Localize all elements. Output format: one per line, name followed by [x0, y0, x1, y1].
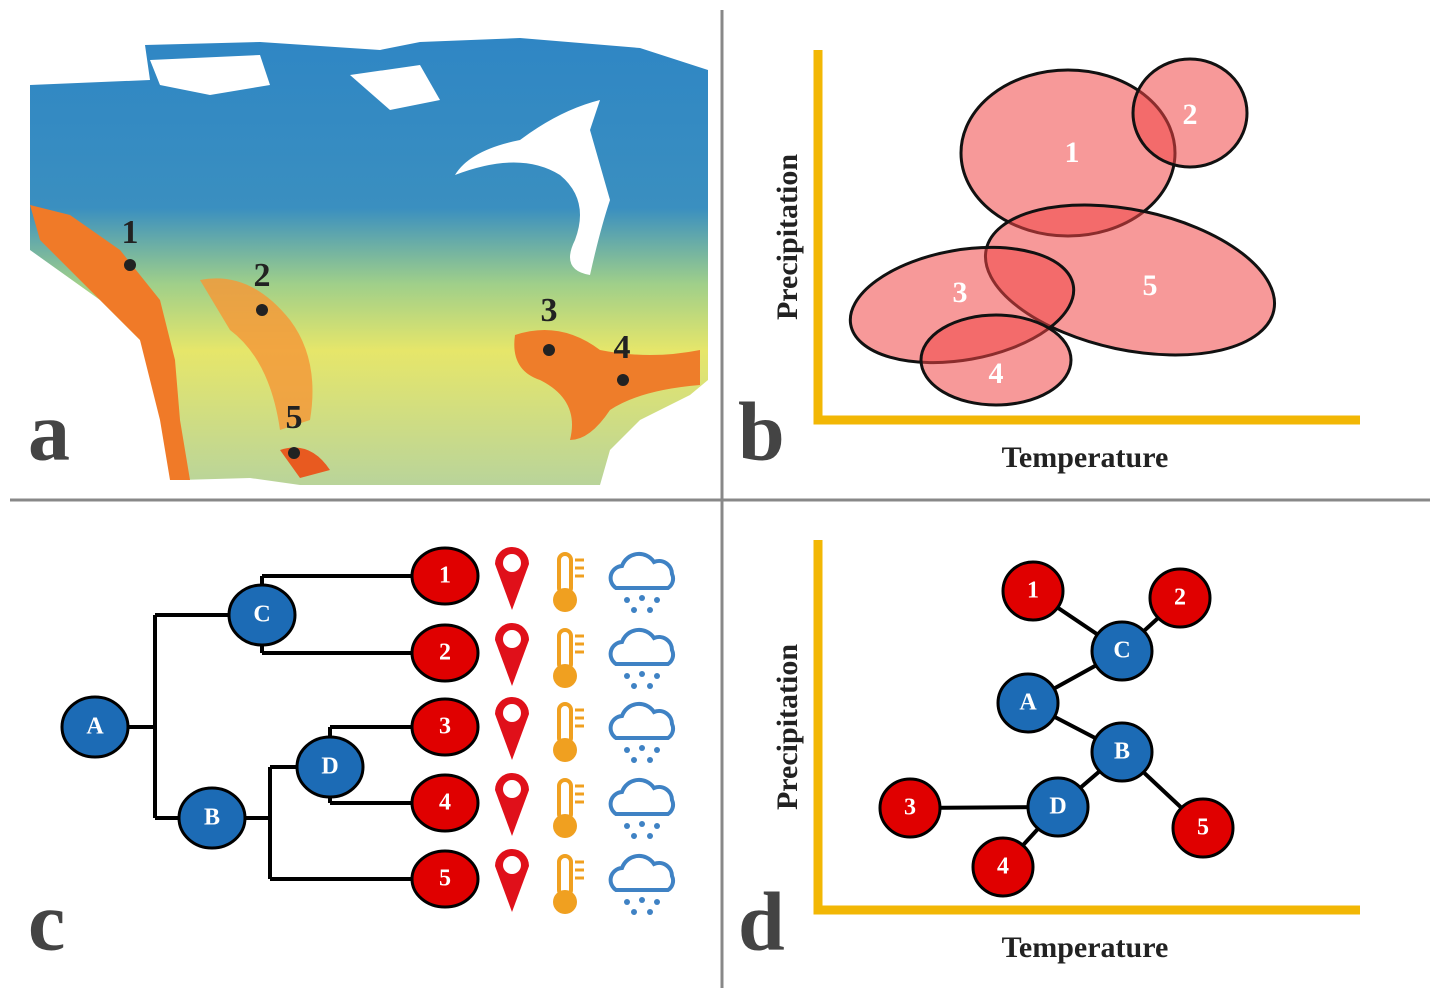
node-label: A — [1019, 690, 1037, 716]
panel-letter: c — [28, 875, 65, 968]
ellipse-label: 5 — [1143, 269, 1158, 302]
x-axis-label: Temperature — [1002, 931, 1169, 964]
site-label: 1 — [122, 214, 139, 251]
site-icons — [494, 742, 673, 839]
site-point — [288, 447, 300, 459]
node-label: 4 — [997, 854, 1009, 880]
tip-label: 5 — [439, 866, 451, 892]
tip-label: 4 — [439, 790, 451, 816]
y-axis-label: Precipitation — [771, 154, 804, 320]
node-label: 3 — [904, 795, 916, 821]
tip-label: 3 — [439, 714, 451, 740]
panel-letter: a — [28, 385, 70, 478]
node-label: C — [1113, 638, 1130, 664]
site-label: 3 — [541, 292, 558, 329]
panel-letter: d — [738, 875, 785, 968]
page: {"panels": [ {"letter": "a", "sites": ["… — [0, 0, 1437, 988]
tip-label: 1 — [439, 563, 451, 589]
ellipse-label: 3 — [953, 276, 968, 309]
y-axis-label: Precipitation — [771, 644, 804, 810]
ellipse-label: 1 — [1065, 136, 1080, 169]
node-label: D — [321, 754, 338, 780]
node-label: A — [86, 714, 104, 740]
site-point — [543, 344, 555, 356]
node-label: C — [253, 602, 270, 628]
axes — [818, 540, 1360, 910]
site-point — [617, 374, 629, 386]
node-label: B — [204, 805, 220, 831]
node-label: 1 — [1027, 578, 1039, 604]
node-label: 5 — [1197, 815, 1209, 841]
tip-label: 2 — [439, 640, 451, 666]
site-label: 4 — [614, 329, 631, 366]
site-icons — [494, 666, 673, 763]
node-label: B — [1114, 739, 1130, 765]
node-label: 2 — [1174, 585, 1186, 611]
site-label: 5 — [286, 399, 303, 436]
site-label: 2 — [254, 257, 271, 294]
site-point — [256, 304, 268, 316]
site-point — [124, 259, 136, 271]
x-axis-label: Temperature — [1002, 441, 1169, 474]
site-icons — [494, 818, 673, 915]
node-label: D — [1049, 794, 1066, 820]
ellipse-label: 2 — [1183, 98, 1198, 131]
ellipse-label: 4 — [989, 357, 1004, 390]
site-icons — [494, 592, 673, 689]
panel-letter: b — [738, 385, 785, 478]
site-icons — [494, 516, 673, 613]
figure: 1 2 3 4 5 a 1 2 3 4 5 Temperature Precip… — [0, 0, 1437, 988]
